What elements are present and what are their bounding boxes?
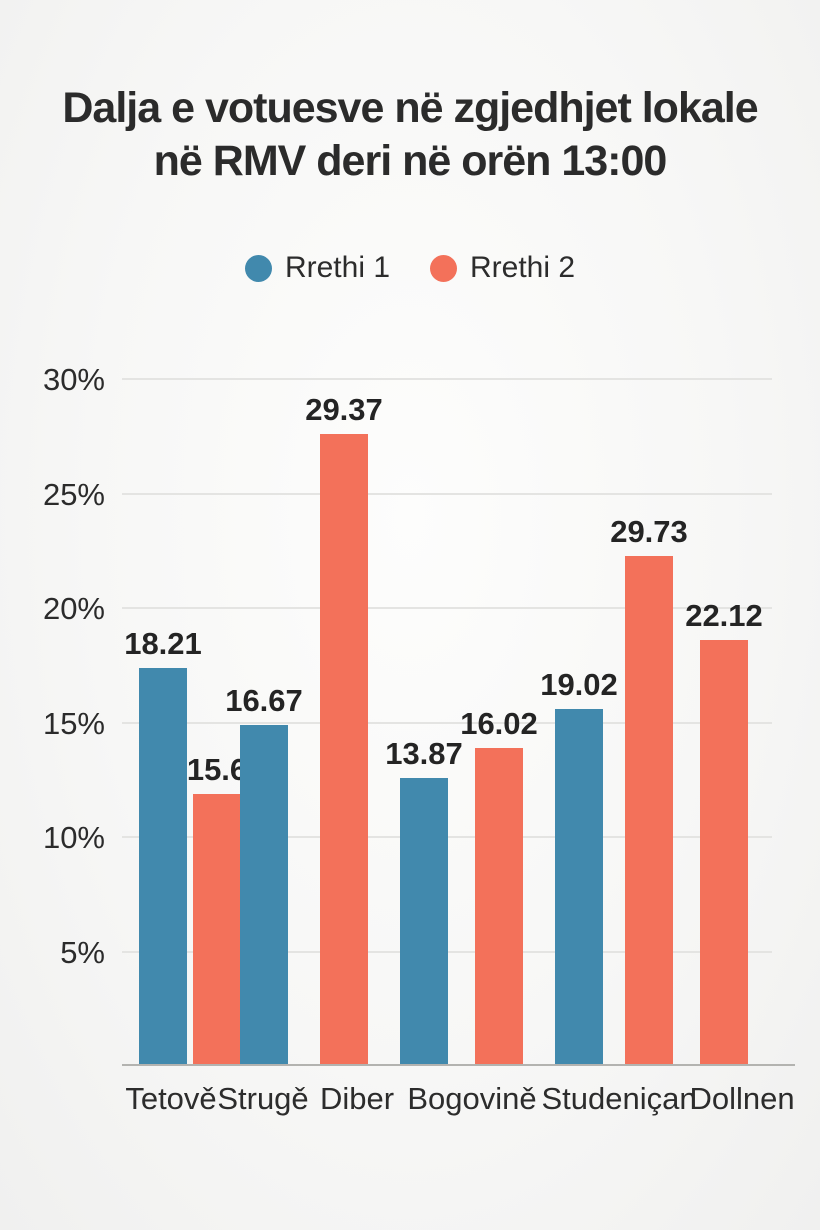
chart-title-line1: Dalja e votuesve në zgjedhjet lokale bbox=[62, 84, 758, 132]
bar-value-label: 13.87 bbox=[385, 736, 463, 771]
x-axis-label: Tetově bbox=[125, 1081, 217, 1116]
bar-value-label: 18.21 bbox=[124, 626, 202, 661]
y-tick-label: 5% bbox=[60, 934, 105, 970]
bar-value-label: 29.73 bbox=[610, 514, 688, 549]
y-tick-label: 30% bbox=[42, 362, 105, 397]
legend: Rrethi 1 Rrethi 2 bbox=[0, 251, 820, 285]
bar bbox=[193, 794, 241, 1064]
gridline bbox=[122, 721, 772, 724]
legend-item-rrethi-1: Rrethi 1 bbox=[244, 251, 390, 285]
legend-label-rrethi-2: Rrethi 2 bbox=[470, 251, 576, 284]
bar-value-label: 29.37 bbox=[305, 392, 383, 427]
x-axis-label: Studeniçan bbox=[541, 1081, 697, 1116]
bar bbox=[475, 748, 523, 1064]
chart-title: Dalja e votuesve në zgjedhjet lokale në … bbox=[0, 82, 820, 188]
y-tick-label: 10% bbox=[42, 820, 105, 855]
bar bbox=[400, 778, 448, 1064]
legend-label-rrethi-1: Rrethi 1 bbox=[284, 251, 390, 284]
x-axis-label: Dollnen bbox=[689, 1081, 795, 1116]
x-axis-label: Strugě bbox=[217, 1081, 309, 1116]
bar bbox=[700, 640, 748, 1064]
bar bbox=[555, 709, 603, 1064]
y-tick-label: 20% bbox=[42, 591, 105, 626]
legend-item-rrethi-2: Rrethi 2 bbox=[430, 251, 575, 285]
gridline bbox=[122, 492, 772, 495]
bar-value-label: 15.6 bbox=[186, 752, 248, 787]
bar bbox=[240, 725, 288, 1064]
gridline bbox=[122, 378, 772, 380]
bar-value-label: 22.12 bbox=[685, 598, 763, 633]
bar bbox=[625, 556, 673, 1064]
chart-title-line2: në RMV deri në orën 13:00 bbox=[153, 137, 668, 185]
x-axis-label: Diber bbox=[319, 1081, 395, 1116]
bar-value-label: 16.67 bbox=[225, 683, 303, 718]
x-axis-line bbox=[122, 1064, 795, 1066]
bar-value-label: 19.02 bbox=[540, 667, 618, 702]
y-tick-label: 25% bbox=[42, 476, 105, 512]
y-tick-label: 15% bbox=[42, 705, 105, 741]
bar-value-label: 16.02 bbox=[460, 706, 538, 741]
legend-swatch-rrethi-1-icon bbox=[244, 254, 272, 282]
bar bbox=[139, 668, 187, 1064]
legend-swatch-rrethi-2-icon bbox=[430, 254, 457, 282]
gridline bbox=[122, 607, 772, 609]
x-axis-label: Bogovině bbox=[407, 1081, 537, 1116]
bar bbox=[320, 434, 368, 1064]
